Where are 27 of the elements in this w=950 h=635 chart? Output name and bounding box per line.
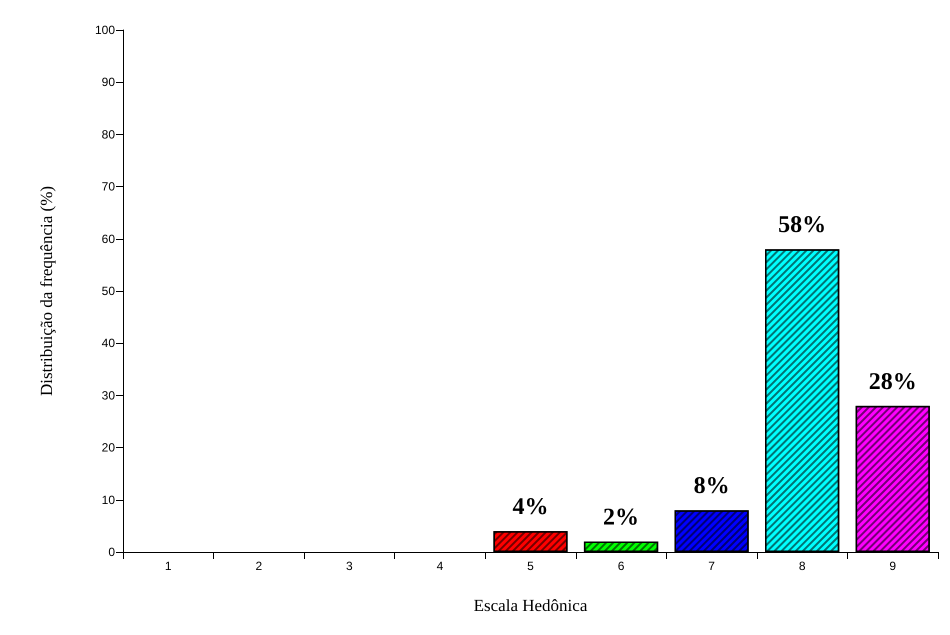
data-label: 8% bbox=[694, 473, 730, 500]
y-tick-label: 30 bbox=[102, 388, 116, 402]
x-tick-label: 9 bbox=[889, 559, 896, 573]
x-tick-label: 6 bbox=[618, 559, 625, 573]
y-tick-label: 20 bbox=[102, 440, 116, 455]
y-tick-label: 40 bbox=[102, 336, 116, 350]
x-tick-label: 1 bbox=[164, 559, 172, 573]
y-tick-label: 70 bbox=[102, 180, 116, 194]
x-tick-label: 3 bbox=[346, 559, 354, 573]
y-tick-label: 80 bbox=[102, 127, 116, 142]
y-tick-label: 0 bbox=[108, 545, 116, 559]
y-tick-label: 100 bbox=[94, 23, 116, 37]
x-tick-label: 8 bbox=[798, 559, 806, 573]
data-label: 2% bbox=[603, 504, 640, 531]
data-label: 28% bbox=[868, 368, 917, 395]
data-label: 58% bbox=[778, 212, 826, 238]
y-tick-label: 50 bbox=[102, 284, 116, 298]
x-axis-title: Escala Hedônica bbox=[474, 596, 588, 615]
x-tick-label: 5 bbox=[527, 559, 534, 573]
y-tick-label: 10 bbox=[102, 492, 116, 507]
x-tick-label: 7 bbox=[708, 559, 716, 573]
x-tick-label: 4 bbox=[436, 559, 444, 573]
data-label: 4% bbox=[512, 494, 548, 520]
y-tick-label: 90 bbox=[102, 75, 116, 90]
x-tick-label: 2 bbox=[255, 559, 262, 573]
y-tick-label: 60 bbox=[102, 232, 116, 246]
y-axis-title: Distribuição da frequência (%) bbox=[37, 186, 56, 396]
